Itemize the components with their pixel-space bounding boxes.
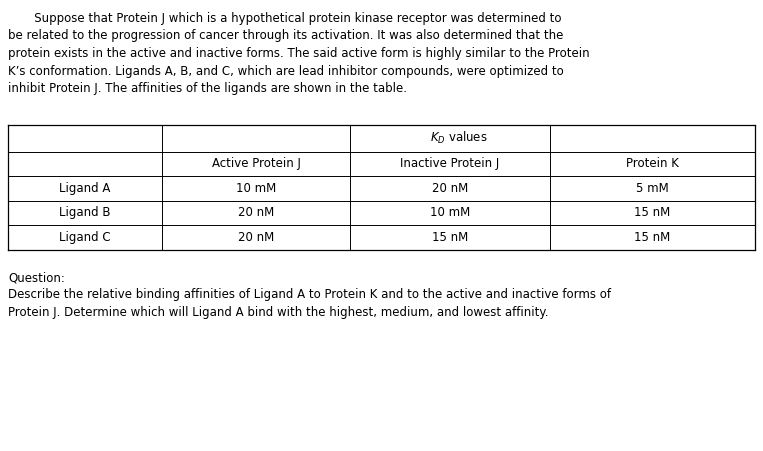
Text: Describe the relative binding affinities of Ligand A to Protein K and to the act: Describe the relative binding affinities… [8,288,611,301]
Text: 10 mM: 10 mM [236,182,276,195]
Text: 20 nM: 20 nM [238,206,274,219]
Text: 15 nM: 15 nM [634,206,671,219]
Text: Inactive Protein J: Inactive Protein J [401,157,500,170]
Text: Ligand B: Ligand B [60,206,111,219]
Text: $K_D$ values: $K_D$ values [430,130,488,146]
Text: 20 nM: 20 nM [238,231,274,244]
Text: Active Protein J: Active Protein J [211,157,301,170]
Text: 10 mM: 10 mM [430,206,470,219]
Text: be related to the progression of cancer through its activation. It was also dete: be related to the progression of cancer … [8,29,563,42]
Text: Ligand A: Ligand A [60,182,111,195]
Text: Ligand C: Ligand C [60,231,111,244]
Text: protein exists in the active and inactive forms. The said active form is highly : protein exists in the active and inactiv… [8,47,590,60]
Text: Protein K: Protein K [626,157,679,170]
Text: 20 nM: 20 nM [432,182,468,195]
Text: 15 nM: 15 nM [634,231,671,244]
Text: Protein J. Determine which will Ligand A bind with the highest, medium, and lowe: Protein J. Determine which will Ligand A… [8,306,549,318]
Text: Suppose that Protein J which is a hypothetical protein kinase receptor was deter: Suppose that Protein J which is a hypoth… [8,12,562,25]
Text: inhibit Protein J. The affinities of the ligands are shown in the table.: inhibit Protein J. The affinities of the… [8,82,407,95]
Text: 5 mM: 5 mM [636,182,669,195]
Text: Question:: Question: [8,272,65,285]
Text: K’s conformation. Ligands A, B, and C, which are lead inhibitor compounds, were : K’s conformation. Ligands A, B, and C, w… [8,64,564,78]
Text: 15 nM: 15 nM [432,231,468,244]
